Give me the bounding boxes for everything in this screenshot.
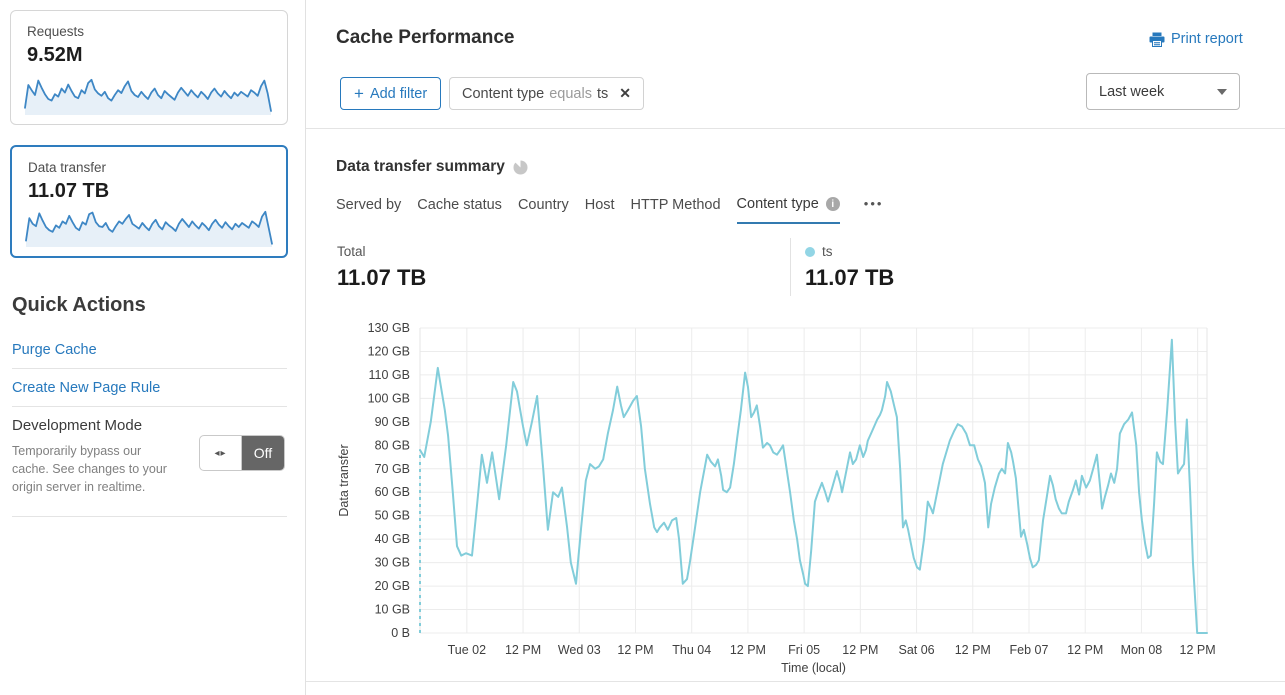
legend-divider xyxy=(790,238,791,296)
svg-text:12 PM: 12 PM xyxy=(505,643,541,657)
page-title: Cache Performance xyxy=(336,27,515,48)
printer-icon xyxy=(1149,32,1165,47)
legend-dot-icon xyxy=(805,246,815,257)
pie-chart-icon xyxy=(513,159,528,174)
more-tabs-button[interactable]: ••• xyxy=(863,196,884,211)
toggle-off-label: Off xyxy=(242,436,284,470)
total-value: 11.07 TB xyxy=(337,265,427,290)
tab-label: Cache status xyxy=(417,197,502,213)
total-label: Total xyxy=(337,244,366,259)
breakdown-tabs: Served by Cache status Country Host HTTP… xyxy=(336,196,883,224)
svg-text:70 GB: 70 GB xyxy=(375,462,410,476)
svg-text:Fri 05: Fri 05 xyxy=(788,643,820,657)
sidebar-main-divider xyxy=(305,0,306,695)
requests-card-label: Requests xyxy=(27,24,85,39)
svg-text:Wed 03: Wed 03 xyxy=(558,643,601,657)
svg-text:60 GB: 60 GB xyxy=(375,485,410,499)
svg-text:110 GB: 110 GB xyxy=(369,368,410,382)
time-range-value: Last week xyxy=(1099,83,1165,100)
add-filter-button[interactable]: + Add filter xyxy=(340,77,442,110)
print-report-label: Print report xyxy=(1171,31,1243,47)
data-transfer-card-value: 11.07 TB xyxy=(28,180,110,202)
filter-chip-remove-icon[interactable]: ✕ xyxy=(619,85,631,101)
svg-text:Tue 02: Tue 02 xyxy=(448,643,487,657)
svg-text:12 PM: 12 PM xyxy=(1180,643,1216,657)
svg-text:12 PM: 12 PM xyxy=(842,643,878,657)
summary-title-text: Data transfer summary xyxy=(336,158,505,175)
tab-content-type[interactable]: Content type i xyxy=(736,196,840,224)
add-filter-label: Add filter xyxy=(369,85,428,102)
svg-text:12 PM: 12 PM xyxy=(1067,643,1103,657)
chevron-down-icon xyxy=(1217,88,1227,95)
svg-text:Data transfer: Data transfer xyxy=(337,444,351,516)
svg-text:12 PM: 12 PM xyxy=(955,643,991,657)
section-bottom-divider xyxy=(306,681,1285,682)
sidebar-divider xyxy=(12,516,287,517)
svg-text:50 GB: 50 GB xyxy=(375,509,410,523)
tab-host[interactable]: Host xyxy=(585,196,615,224)
data-transfer-card-label: Data transfer xyxy=(28,160,107,175)
data-transfer-line-chart: 0 B 10 GB 20 GB 30 GB 40 GB 50 GB 60 GB 70 GB 80… xyxy=(337,321,1216,675)
print-report-button[interactable]: Print report xyxy=(1149,31,1243,47)
svg-text:80 GB: 80 GB xyxy=(375,438,410,452)
data-transfer-metric-card[interactable]: Data transfer 11.07 TB xyxy=(10,145,288,258)
time-range-dropdown[interactable]: Last week xyxy=(1086,73,1240,110)
filter-chip-value: ts xyxy=(596,85,609,102)
toggle-arrows-icon: ◂▸ xyxy=(214,447,227,459)
svg-text:12 PM: 12 PM xyxy=(730,643,766,657)
legend-series-ts[interactable]: ts xyxy=(805,244,833,259)
data-transfer-sparkline-chart xyxy=(25,210,273,247)
tab-country[interactable]: Country xyxy=(518,196,569,224)
legend-series-name: ts xyxy=(822,244,833,259)
svg-text:Mon 08: Mon 08 xyxy=(1121,643,1163,657)
svg-text:120 GB: 120 GB xyxy=(368,344,410,358)
info-icon[interactable]: i xyxy=(825,197,840,211)
quick-actions-heading: Quick Actions xyxy=(12,294,146,316)
svg-text:130 GB: 130 GB xyxy=(368,321,410,335)
filter-chip-field: Content type xyxy=(462,85,545,102)
summary-section-title: Data transfer summary xyxy=(336,158,528,176)
svg-text:100 GB: 100 GB xyxy=(368,391,410,405)
development-mode-description: Temporarily bypass our cache. See change… xyxy=(12,444,167,494)
requests-card-value: 9.52M xyxy=(27,44,83,66)
tab-served-by[interactable]: Served by xyxy=(336,196,401,224)
legend-series-value: 11.07 TB xyxy=(805,265,895,290)
create-page-rule-link[interactable]: Create New Page Rule xyxy=(12,380,161,396)
tab-label: Country xyxy=(517,197,569,213)
filter-chip-content-type: Content type equals ts ✕ xyxy=(449,77,644,110)
tab-cache-status[interactable]: Cache status xyxy=(417,196,502,224)
sidebar-divider xyxy=(12,368,287,369)
svg-text:90 GB: 90 GB xyxy=(375,415,410,429)
svg-text:Thu 04: Thu 04 xyxy=(672,643,711,657)
tab-label: HTTP Method xyxy=(630,197,721,213)
requests-metric-card[interactable]: Requests 9.52M xyxy=(10,10,288,125)
development-mode-toggle[interactable]: ◂▸ Off xyxy=(199,435,285,471)
development-mode-title: Development Mode xyxy=(12,417,143,434)
svg-text:10 GB: 10 GB xyxy=(375,603,410,617)
tab-http-method[interactable]: HTTP Method xyxy=(631,196,721,224)
tab-label: Content type xyxy=(736,196,819,212)
header-divider xyxy=(306,128,1285,129)
svg-text:30 GB: 30 GB xyxy=(375,556,410,570)
sidebar-divider xyxy=(12,406,287,407)
filter-chip-operator: equals xyxy=(549,85,592,102)
requests-sparkline-chart xyxy=(24,78,272,115)
svg-text:40 GB: 40 GB xyxy=(375,532,410,546)
tab-label: Served by xyxy=(336,197,402,213)
svg-text:Feb 07: Feb 07 xyxy=(1010,643,1049,657)
svg-text:0 B: 0 B xyxy=(391,626,410,640)
svg-text:12 PM: 12 PM xyxy=(617,643,653,657)
svg-text:Sat 06: Sat 06 xyxy=(898,643,934,657)
purge-cache-link[interactable]: Purge Cache xyxy=(12,342,97,358)
svg-text:20 GB: 20 GB xyxy=(375,579,410,593)
svg-text:Time (local): Time (local) xyxy=(781,661,846,675)
plus-icon: + xyxy=(354,84,364,103)
tab-label: Host xyxy=(584,197,615,213)
